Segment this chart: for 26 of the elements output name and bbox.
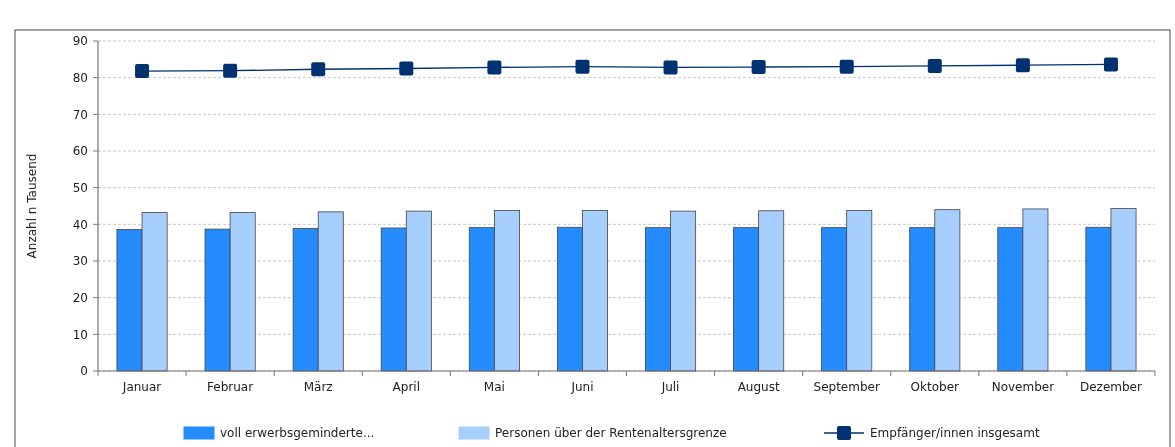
y-axis-title: Anzahl n Tausend [25,153,39,259]
y-tick-label: 90 [72,34,88,49]
y-tick-label: 80 [72,70,88,85]
y-tick-label: 60 [72,144,88,159]
x-tick-label: Juni [570,380,594,394]
x-tick-label: Januar [121,380,162,394]
y-tick-label: 40 [72,217,88,232]
y-tick-label: 20 [72,290,88,305]
y-tick-label: 30 [72,254,88,269]
y-tick-label: 0 [80,364,88,379]
x-tick-label: November [991,380,1055,394]
x-tick-label: April [392,380,421,394]
legend-label: Personen über der Rentenaltersgrenze [495,426,727,440]
x-tick-label: Oktober [910,380,960,394]
y-tick-label: 10 [72,327,88,342]
x-tick-label: Februar [207,380,254,394]
x-tick-label: März [303,380,333,394]
x-tick-label: Mai [483,380,505,394]
x-tick-label: Dezember [1079,380,1142,394]
legend-label: voll erwerbsgeminderte... [220,426,375,440]
y-tick-label: 70 [72,107,88,122]
x-tick-label: August [737,380,780,394]
legend-label: Empfänger/innen insgesamt [870,426,1040,440]
x-tick-label: September [813,380,880,394]
y-tick-label: 50 [72,180,88,195]
x-tick-label: Juli [660,380,680,394]
